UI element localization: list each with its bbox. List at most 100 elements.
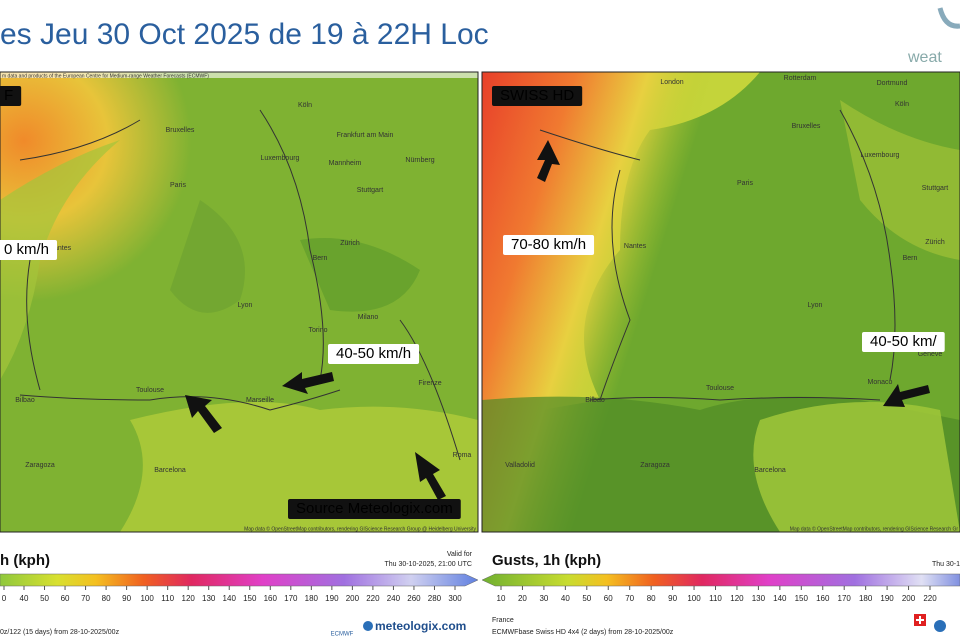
city-label: Toulouse — [706, 385, 734, 392]
left-frame — [0, 71, 479, 533]
brand: meteologix.com — [375, 619, 466, 633]
city-label: Bruxelles — [166, 127, 195, 134]
scale-tick-label: 100 — [140, 594, 154, 603]
city-label: Zaragoza — [25, 462, 55, 469]
city-label: Marseille — [246, 397, 274, 404]
scale-tick-label: 20 — [518, 594, 527, 603]
logo-mark — [937, 7, 960, 29]
scale-tick-label: 220 — [923, 594, 937, 603]
region: France — [492, 617, 514, 624]
scale-tick-label: 220 — [366, 594, 380, 603]
footer: ECMWFbase Swiss HD 4x4 (2 days) from 28-… — [492, 629, 674, 636]
scale-tick-label: 90 — [122, 594, 131, 603]
city-label: Lyon — [238, 302, 253, 309]
city-label: Rotterdam — [784, 75, 817, 82]
city-label: Monaco — [868, 379, 893, 386]
scale-tick-label: 30 — [539, 594, 548, 603]
model-badge: F — [4, 87, 13, 104]
scale-tick-label: 190 — [325, 594, 339, 603]
brand-icon — [363, 621, 373, 631]
city-label: Bilbao — [15, 397, 35, 404]
scale-tick-label: 150 — [795, 594, 809, 603]
city-label: Mannheim — [329, 160, 362, 167]
annotation: 0 km/h — [4, 241, 49, 258]
city-label: Genève — [918, 351, 943, 358]
annotation-box — [0, 240, 58, 260]
scale-tick-label: 50 — [582, 594, 591, 603]
scale-tick-label: 160 — [816, 594, 830, 603]
scale-tick-label: 40 — [20, 594, 29, 603]
city-label: Bern — [313, 255, 328, 262]
annotation: 40-50 km/h — [336, 345, 411, 362]
city-label: Torino — [308, 327, 327, 334]
legend-title: Gusts, 1h (kph) — [492, 552, 601, 569]
city-label: Roma — [453, 452, 472, 459]
city-label: Barcelona — [154, 467, 186, 474]
scale-tick-label: 60 — [604, 594, 613, 603]
scale-tick-label: 40 — [561, 594, 570, 603]
valid-time: Thu 30-10-2025, 21:00 UTC — [384, 561, 472, 568]
scale-tick-label: 170 — [284, 594, 298, 603]
scale-tick-label: 120 — [730, 594, 744, 603]
attribution: m data and products of the European Cent… — [2, 73, 209, 79]
valid-time: Thu 30-1 — [932, 561, 960, 568]
source-label-box — [288, 499, 461, 519]
scale-tick-label: 160 — [264, 594, 278, 603]
city-label: Valladolid — [505, 462, 535, 469]
scale-tick-label: 240 — [387, 594, 401, 603]
city-label: Paris — [737, 180, 753, 187]
scale-tick-label: 200 — [902, 594, 916, 603]
annotation-box — [862, 332, 945, 352]
city-label: Luxembourg — [261, 155, 300, 162]
scale-tick-label: 190 — [880, 594, 894, 603]
scale-tick-label: 0 — [2, 594, 7, 603]
city-label: Nantes — [49, 245, 72, 252]
city-label: Lyon — [808, 302, 823, 309]
city-label: Zaragoza — [640, 462, 670, 469]
city-label: Stuttgart — [922, 185, 949, 192]
city-label: Firenze — [418, 380, 441, 387]
city-label: Bilbao — [585, 397, 605, 404]
city-label: Köln — [298, 102, 312, 109]
left-map — [0, 72, 478, 532]
scale-tick-label: 90 — [668, 594, 677, 603]
city-label: Luxembourg — [861, 152, 900, 159]
scale-tick-label: 130 — [202, 594, 216, 603]
model-badge-box — [0, 86, 22, 106]
scale-tick-label: 280 — [428, 594, 442, 603]
scale-tick-label: 180 — [859, 594, 873, 603]
city-label: Stuttgart — [357, 187, 384, 194]
logo: weat — [907, 49, 942, 66]
city-label: Zürich — [340, 240, 360, 247]
city-label: London — [660, 79, 683, 86]
scale-tick-label: 150 — [243, 594, 257, 603]
scale-tick-label: 200 — [346, 594, 360, 603]
city-label: Barcelona — [754, 467, 786, 474]
annotation-box — [503, 235, 595, 255]
scale-tick-label: 170 — [838, 594, 852, 603]
right-frame — [481, 71, 960, 533]
city-label: Frankfurt am Main — [337, 132, 394, 139]
scale-tick-label: 130 — [752, 594, 766, 603]
scale-tick-label: 140 — [223, 594, 237, 603]
annotation: 70-80 km/h — [511, 236, 586, 253]
attribution: Map data © OpenStreetMap contributors, r… — [244, 525, 476, 532]
swiss-cross — [916, 616, 924, 624]
city-label: Nantes — [624, 243, 647, 250]
scale-tick-label: 180 — [305, 594, 319, 603]
footer: 0z/122 (15 days) from 28-10-2025/00z — [0, 629, 120, 636]
city-label: Milano — [358, 314, 379, 321]
scale-tick-label: 140 — [773, 594, 787, 603]
scale-tick-label: 100 — [687, 594, 701, 603]
valid-label: Valid for — [447, 551, 473, 558]
city-label: Toulouse — [136, 387, 164, 394]
scale-tick-label: 120 — [182, 594, 196, 603]
model-badge-box — [492, 86, 583, 106]
city-label: Köln — [895, 101, 909, 108]
annotation: 40-50 km/ — [870, 333, 938, 350]
scale-tick-label: 60 — [61, 594, 70, 603]
city-label: Bruxelles — [792, 123, 821, 130]
city-label: Nürnberg — [405, 157, 434, 164]
scale-tick-label: 80 — [647, 594, 656, 603]
